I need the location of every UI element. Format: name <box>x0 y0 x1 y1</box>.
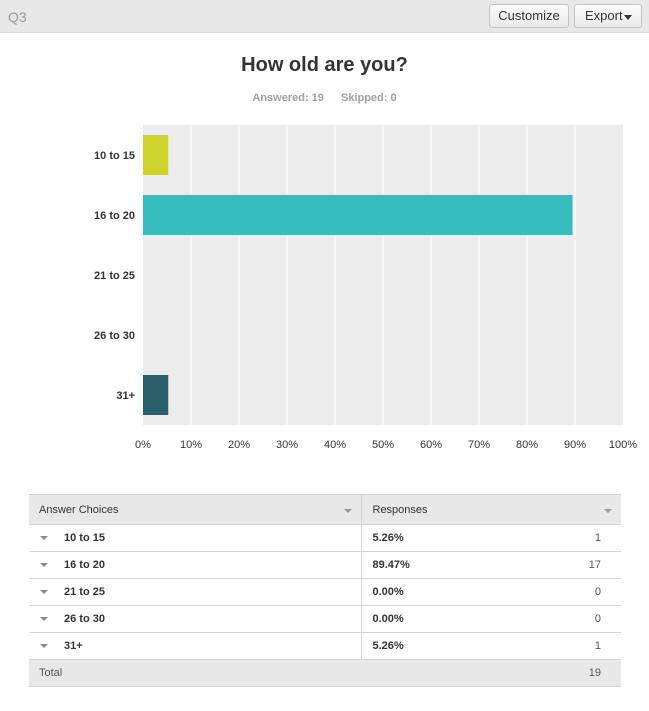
x-tick-label: 60% <box>420 439 442 451</box>
expand-icon[interactable] <box>40 536 48 541</box>
question-id: Q3 <box>8 9 27 25</box>
category-label: 26 to 30 <box>94 330 135 342</box>
chevron-down-icon <box>624 15 632 20</box>
response-count: 17 <box>491 551 621 579</box>
customize-button[interactable]: Customize <box>489 4 569 28</box>
answer-choice-cell: 16 to 20 <box>29 551 362 579</box>
x-tick-label: 90% <box>564 439 586 451</box>
category-label: 21 to 25 <box>94 270 135 282</box>
answer-choice-label: 10 to 15 <box>64 532 105 544</box>
answer-choice-label: 21 to 25 <box>64 586 105 598</box>
expand-icon[interactable] <box>40 590 48 595</box>
skipped-count: Skipped: 0 <box>340 92 397 104</box>
x-tick-label: 20% <box>228 439 250 451</box>
category-label: 31+ <box>116 390 135 402</box>
responses-table: Answer Choices Responses 10 to 15 5.26% 1 1… <box>29 494 621 687</box>
x-tick-label: 80% <box>516 439 538 451</box>
total-label: Total <box>29 659 491 687</box>
table-row: 31+ 5.26% 1 <box>29 632 621 660</box>
export-button[interactable]: Export <box>574 4 642 28</box>
response-percent: 0.00% <box>361 605 491 633</box>
response-percent: 0.00% <box>361 578 491 606</box>
x-tick-label: 40% <box>324 439 346 451</box>
answer-choice-label: 31+ <box>64 640 83 652</box>
answer-choice-cell: 26 to 30 <box>29 605 362 633</box>
category-label: 16 to 20 <box>94 210 135 222</box>
answer-choice-label: 16 to 20 <box>64 559 105 571</box>
answered-count: Answered: 19 <box>252 92 324 104</box>
sort-icon[interactable] <box>343 509 352 513</box>
answer-choice-cell: 31+ <box>29 632 362 660</box>
answer-choices-header[interactable]: Answer Choices <box>29 494 362 525</box>
answer-choice-label: 26 to 30 <box>64 613 105 625</box>
response-percent: 5.26% <box>361 632 491 660</box>
answer-choice-cell: 10 to 15 <box>29 524 362 552</box>
answer-choices-header-label: Answer Choices <box>39 503 119 516</box>
bar[interactable] <box>143 195 573 235</box>
total-count: 19 <box>491 659 621 687</box>
x-tick-label: 100% <box>609 439 637 451</box>
x-tick-label: 50% <box>372 439 394 451</box>
x-tick-label: 0% <box>135 439 151 451</box>
table-row: 16 to 20 89.47% 17 <box>29 551 621 579</box>
response-count: 1 <box>491 632 621 660</box>
bar[interactable] <box>143 135 169 175</box>
expand-icon[interactable] <box>40 644 48 649</box>
question-header-bar: Q3 Customize Export <box>0 0 649 33</box>
x-tick-label: 10% <box>180 439 202 451</box>
bar-chart: 0% 10% 20% 30% 40% 50% 60% 70% 80% 90% 100% 10 to 1… <box>94 125 637 451</box>
x-tick-label: 70% <box>468 439 490 451</box>
answer-choice-cell: 21 to 25 <box>29 578 362 606</box>
table-row: 26 to 30 0.00% 0 <box>29 605 621 633</box>
responses-header-label: Responses <box>372 503 428 516</box>
x-tick-label: 30% <box>276 439 298 451</box>
response-percent: 89.47% <box>361 551 491 579</box>
bar[interactable] <box>143 375 169 415</box>
response-count: 0 <box>491 578 621 606</box>
responses-header[interactable]: Responses <box>361 494 621 525</box>
export-label: Export <box>585 8 623 23</box>
question-title: How old are you? <box>241 54 408 76</box>
response-count: 0 <box>491 605 621 633</box>
sort-icon[interactable] <box>604 509 612 513</box>
response-stats: Answered: 19 Skipped: 0 <box>0 92 649 104</box>
expand-icon[interactable] <box>40 617 48 622</box>
response-percent: 5.26% <box>361 524 491 552</box>
table-row: 10 to 15 5.26% 1 <box>29 524 621 552</box>
total-row: Total 19 <box>29 659 621 687</box>
response-count: 1 <box>491 524 621 552</box>
expand-icon[interactable] <box>40 563 48 568</box>
category-label: 10 to 15 <box>94 150 135 162</box>
table-row: 21 to 25 0.00% 0 <box>29 578 621 606</box>
